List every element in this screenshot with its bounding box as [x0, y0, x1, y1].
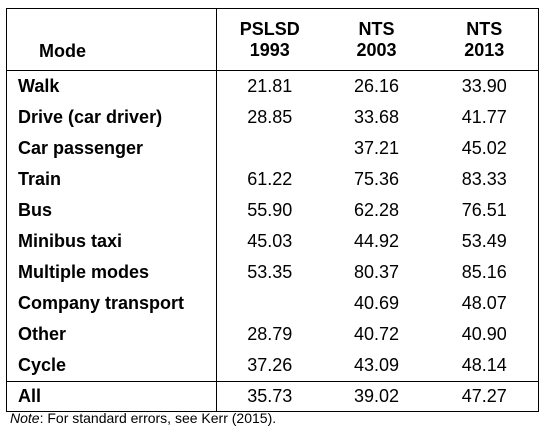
table-row: Drive (car driver) 28.85 33.68 41.77	[6, 102, 539, 133]
value-nts-2013: 48.14	[430, 350, 539, 382]
value-nts-2013: 33.90	[430, 70, 539, 102]
value-nts-2003: 37.21	[353, 138, 400, 158]
value-pslsd-1993: 21.81	[216, 70, 323, 102]
row-mode-label: Walk	[6, 70, 217, 102]
row-mode-label: Company transport	[6, 288, 217, 319]
column-year-label: 1993	[249, 39, 290, 60]
total-row: All 35.73 39.02 47.27	[6, 381, 539, 412]
table-body: Walk 21.81 26.16 33.90 Drive (car driver…	[6, 70, 539, 382]
row-mode-label: Minibus taxi	[6, 226, 217, 257]
value-nts-2003: 26.16	[353, 76, 400, 96]
table-row: Bus 55.90 62.28 76.51	[6, 195, 539, 226]
table-row: Minibus taxi 45.03 44.92 53.49	[6, 226, 539, 257]
table-row: Car passenger 37.21 45.02	[6, 133, 539, 164]
table-header: Mode PSLSD 1993 NTS 2003 NTS 2013	[6, 8, 539, 71]
value-nts-2013: 45.02	[430, 133, 539, 164]
total-pslsd-1993: 35.73	[216, 381, 323, 412]
value-nts-2013: 85.16	[430, 257, 539, 288]
table-row: Cycle 37.26 43.09 48.14	[6, 350, 539, 382]
column-source-label: PSLSD	[239, 18, 300, 39]
note-text: : For standard errors, see Kerr (2015).	[39, 410, 277, 426]
row-mode-label: Other	[6, 319, 217, 350]
value-nts-2013: 53.49	[430, 226, 539, 257]
nts-2003-column-header: NTS 2003	[322, 8, 431, 71]
table-row: Company transport 40.69 48.07	[6, 288, 539, 319]
value-nts-2003: 43.09	[322, 350, 431, 382]
value-nts-2003: 62.28	[353, 200, 400, 220]
value-nts-2013: 76.51	[430, 195, 539, 226]
row-mode-label: Train	[6, 164, 217, 195]
column-year-label: 2013	[464, 39, 505, 60]
table-note: Note: For standard errors, see Kerr (201…	[10, 410, 276, 426]
value-pslsd-1993: 53.35	[216, 257, 323, 288]
row-mode-label: Multiple modes	[6, 257, 217, 288]
nts-2013-column-header: NTS 2013	[430, 8, 539, 71]
value-nts-2003: 44.92	[353, 231, 400, 251]
mode-column-header: Mode	[6, 8, 217, 71]
commute-time-table-container: Mode PSLSD 1993 NTS 2003 NTS 2013 Walk 2…	[6, 8, 539, 412]
value-pslsd-1993: 45.03	[216, 226, 323, 257]
value-pslsd-1993: 55.90	[216, 195, 323, 226]
table-footer: All 35.73 39.02 47.27	[6, 381, 539, 412]
row-mode-label: Drive (car driver)	[6, 102, 217, 133]
pslsd-1993-column-header: PSLSD 1993	[216, 8, 323, 71]
column-source-label: NTS	[358, 18, 395, 39]
value-nts-2013: 48.07	[430, 288, 539, 319]
row-mode-label: Car passenger	[6, 133, 217, 164]
column-year-label: 2003	[356, 39, 397, 60]
value-nts-2013: 83.33	[430, 164, 539, 195]
row-mode-label: Cycle	[6, 350, 217, 382]
table-row: Walk 21.81 26.16 33.90	[6, 70, 539, 102]
total-nts-2013: 47.27	[430, 381, 539, 412]
value-pslsd-1993: 28.79	[216, 319, 323, 350]
value-nts-2013: 40.90	[430, 319, 539, 350]
table-row: Train 61.22 75.36 83.33	[6, 164, 539, 195]
value-nts-2003: 40.72	[353, 324, 400, 344]
table-row: Multiple modes 53.35 80.37 85.16	[6, 257, 539, 288]
value-pslsd-1993: 37.26	[216, 350, 323, 382]
value-nts-2003: 80.37	[353, 262, 400, 282]
total-nts-2003: 39.02	[322, 381, 431, 412]
value-nts-2003: 75.36	[353, 169, 400, 189]
column-source-label: NTS	[466, 18, 503, 39]
note-label: Note	[10, 410, 40, 426]
header-row: Mode PSLSD 1993 NTS 2003 NTS 2013	[6, 8, 539, 71]
value-pslsd-1993: 28.85	[216, 102, 323, 133]
row-mode-label: Bus	[6, 195, 217, 226]
table-row: Other 28.79 40.72 40.90	[6, 319, 539, 350]
value-nts-2013: 41.77	[430, 102, 539, 133]
commute-time-table: Mode PSLSD 1993 NTS 2003 NTS 2013 Walk 2…	[6, 8, 539, 412]
value-pslsd-1993	[216, 288, 323, 319]
value-nts-2003: 33.68	[353, 107, 400, 127]
value-pslsd-1993: 61.22	[216, 164, 323, 195]
value-nts-2003: 40.69	[353, 293, 400, 313]
value-pslsd-1993	[216, 133, 323, 164]
total-row-label: All	[6, 381, 217, 412]
